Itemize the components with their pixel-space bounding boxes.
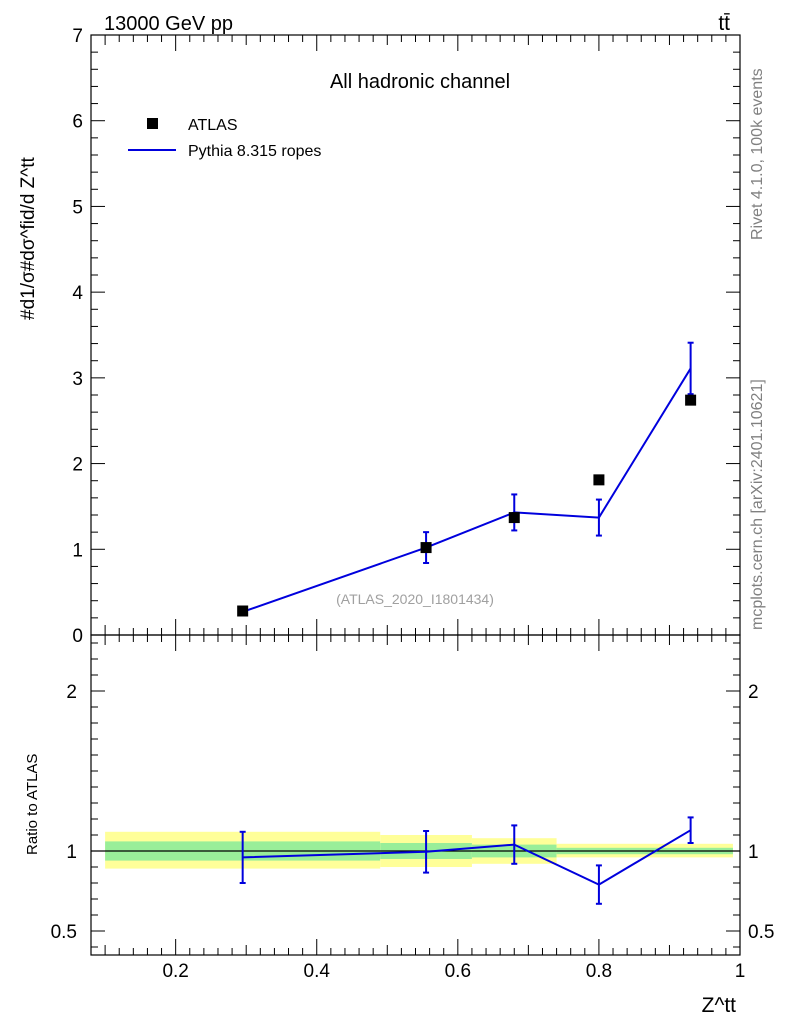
ratio-y-tick-label: 0.5 (51, 922, 77, 943)
ratio-plot: 0.2 0.4 0.6 0.8 10.5 0.51 12 2 (51, 634, 774, 982)
x-tick-label: 0.2 (162, 961, 188, 982)
legend-label-atlas: ATLAS (188, 117, 238, 134)
plot-title: All hadronic channel (330, 71, 510, 93)
atlas-data-point (685, 394, 697, 406)
ratio-y-tick-label: 1 (66, 842, 77, 863)
mcplots-label: mcplots.cern.ch [arXiv:2401.10621] (749, 379, 766, 630)
x-axis-label: Z^tt (702, 994, 737, 1017)
main-y-tick-label: 5 (72, 197, 83, 218)
main-y-axis-label: #d1/σ#dσ^fid/d Z^tt (18, 157, 39, 320)
x-tick-label: 0.4 (304, 961, 331, 982)
legend: ATLAS Pythia 8.315 ropes (128, 117, 321, 160)
atlas-data-point (593, 474, 605, 486)
main-y-tick-label: 7 (72, 26, 83, 47)
legend-label-pythia: Pythia 8.315 ropes (188, 143, 321, 160)
ratio-y-tick-label-right: 1 (748, 842, 759, 863)
ratio-y-tick-label-right: 0.5 (748, 922, 774, 943)
watermark: (ATLAS_2020_I1801434) (336, 591, 494, 607)
pythia-line (242, 367, 692, 613)
main-y-tick-label: 1 (72, 540, 83, 561)
main-y-tick-label: 3 (72, 369, 83, 390)
ratio-frame (90, 634, 741, 956)
ratio-y-tick-label-right: 2 (748, 682, 759, 703)
process-label: tt̄ (718, 12, 730, 35)
legend-marker-atlas (147, 118, 158, 129)
atlas-data-point (420, 542, 432, 554)
main-y-tick-label: 2 (72, 455, 83, 476)
energy-label: 13000 GeV pp (104, 13, 233, 35)
x-tick-label: 0.6 (445, 961, 471, 982)
main-y-tick-label: 6 (72, 112, 83, 133)
ratio-y-tick-label: 2 (66, 682, 77, 703)
atlas-data-point (508, 512, 520, 524)
ratio-y-axis-label: Ratio to ATLAS (24, 754, 41, 855)
atlas-data-point (237, 605, 249, 617)
main-plot: 0 1 2 3 4 5 6 7 (72, 26, 741, 647)
main-y-tick-label: 0 (72, 626, 83, 647)
x-tick-label: 1 (735, 961, 746, 982)
x-tick-label: 0.8 (586, 961, 612, 982)
main-y-tick-label: 4 (72, 283, 83, 304)
rivet-label: Rivet 4.1.0, 100k events (749, 68, 766, 240)
